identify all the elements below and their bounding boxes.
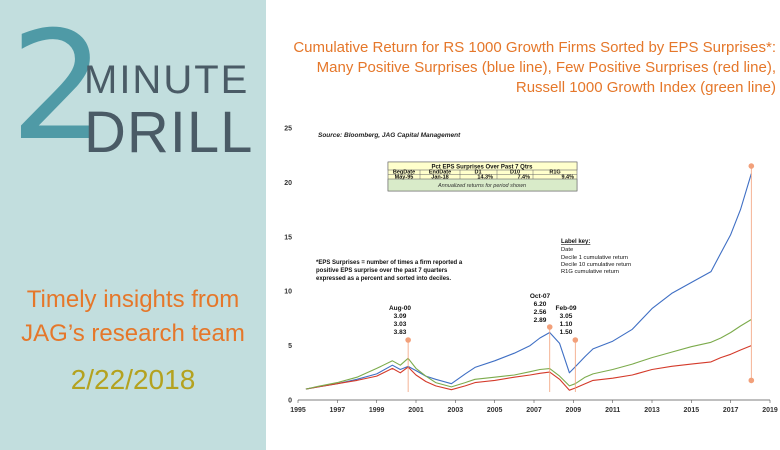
x-tick-label: 2003 xyxy=(448,407,464,414)
annotation-oct07-d1: 6.20 xyxy=(534,301,547,308)
label-key: Label key: Date Decile 1 cumulative retu… xyxy=(561,239,631,275)
chart-title: Cumulative Return for RS 1000 Growth Fir… xyxy=(293,39,776,96)
annotation-marker xyxy=(405,337,411,343)
end-marker-bottom xyxy=(748,377,755,384)
annotation-oct07: Oct-07 6.20 2.56 2.89 xyxy=(530,293,551,324)
footnote-line2: positive EPS surprise over the past 7 qu… xyxy=(316,268,448,274)
label-key-title: Label key: xyxy=(561,239,590,245)
series-blue-line xyxy=(305,173,752,390)
footnote-line3: expressed as a percent and sorted into d… xyxy=(316,276,451,282)
returns-table: Pct EPS Surprises Over Past 7 Qtrs BegDa… xyxy=(387,161,578,192)
source-note: Source: Bloomberg, JAG Capital Managemen… xyxy=(318,132,461,139)
annotation-aug00-d10: 3.03 xyxy=(394,321,407,328)
y-tick-label: 0 xyxy=(288,398,292,405)
annotation-feb09-d10: 1.10 xyxy=(560,321,573,328)
x-tick-label: 2013 xyxy=(644,407,660,414)
annotation-aug00-r1g: 3.83 xyxy=(394,329,407,336)
y-tick-label: 20 xyxy=(284,180,292,187)
tagline: Timely insights from JAG’s research team xyxy=(0,283,266,351)
footnote-line1: *EPS Surprises = number of times a firm … xyxy=(316,260,463,266)
x-tick-label: 1995 xyxy=(290,407,306,414)
x-tick-label: 2005 xyxy=(487,407,503,414)
end-marker-top xyxy=(748,163,755,169)
annotation-marker xyxy=(572,337,579,343)
table-header-r1g: R1G xyxy=(549,170,560,176)
annotation-aug00-date: Aug-00 xyxy=(389,305,411,312)
series-red-line xyxy=(305,345,752,391)
table-header-begdate: BegDate xyxy=(393,170,415,176)
annotation-aug00: Aug-00 3.09 3.03 3.83 xyxy=(389,305,411,336)
table-header-d10: D10 xyxy=(510,170,520,176)
logo-word-drill: DRILL xyxy=(84,100,254,165)
table-header-d1: D1 xyxy=(474,170,481,176)
chart-overlay: Source: Bloomberg, JAG Capital Managemen… xyxy=(316,132,631,336)
table-header-enddate: EndDate xyxy=(429,170,451,176)
annotation-feb09-r1g: 1.50 xyxy=(560,329,573,336)
annotation-feb09-d1: 3.05 xyxy=(560,313,573,320)
x-tick-label: 1999 xyxy=(369,407,385,414)
publish-date: 2/22/2018 xyxy=(70,364,196,395)
tagline-line2: JAG’s research team xyxy=(21,320,245,347)
series-green-line xyxy=(305,319,752,390)
x-tick-label: 2009 xyxy=(566,407,582,414)
tagline-line1: Timely insights from xyxy=(26,286,240,313)
logo-word-minute: MINUTE xyxy=(84,58,250,102)
label-key-item-2: Decile 1 cumulative return xyxy=(561,255,628,261)
chart-series xyxy=(305,163,755,392)
label-key-item-3: Decile 10 cumulative return xyxy=(561,262,631,268)
table-cell-d10: 7.4% xyxy=(517,175,530,181)
x-tick-label: 2015 xyxy=(684,407,700,414)
annotation-aug00-d1: 3.09 xyxy=(394,313,407,320)
y-tick-label: 5 xyxy=(288,343,292,350)
table-cell-r1g: 9.4% xyxy=(561,175,574,181)
x-tick-label: 2007 xyxy=(526,407,542,414)
y-tick-label: 10 xyxy=(284,289,292,296)
x-tick-label: 2001 xyxy=(408,407,424,414)
annotation-oct07-date: Oct-07 xyxy=(530,293,551,300)
annotation-feb09-date: Feb-09 xyxy=(556,305,577,312)
annotation-oct07-r1g: 2.89 xyxy=(534,317,547,324)
table-cell-enddate: Jan-18 xyxy=(431,175,448,181)
table-footer: Annualized returns for period shown xyxy=(437,183,526,189)
annotation-marker xyxy=(546,324,553,330)
logo-number: 2 xyxy=(10,0,105,174)
table-title: Pct EPS Surprises Over Past 7 Qtrs xyxy=(431,165,533,171)
left-brand-panel: 2 MINUTE DRILL Timely insights from JAG’… xyxy=(0,0,266,450)
label-key-item-4: R1G cumulative return xyxy=(561,269,619,275)
annotation-oct07-d10: 2.56 xyxy=(534,309,547,316)
x-tick-label: 2019 xyxy=(762,407,778,414)
table-cell-begdate: May-95 xyxy=(395,175,414,181)
y-tick-label: 25 xyxy=(284,126,292,133)
x-tick-label: 1997 xyxy=(330,407,346,414)
y-tick-label: 15 xyxy=(284,234,292,241)
chart-axes: 1995 1997 1999 2001 2003 2005 2007 2009 2011 2013… xyxy=(284,126,778,415)
annotation-feb09: Feb-09 3.05 1.10 1.50 xyxy=(556,305,577,336)
footnote: *EPS Surprises = number of times a firm … xyxy=(316,260,463,282)
table-cell-d1: 14.3% xyxy=(477,175,493,181)
x-tick-label: 2017 xyxy=(723,407,739,414)
label-key-item-1: Date xyxy=(561,247,573,253)
x-tick-label: 2011 xyxy=(605,407,620,414)
